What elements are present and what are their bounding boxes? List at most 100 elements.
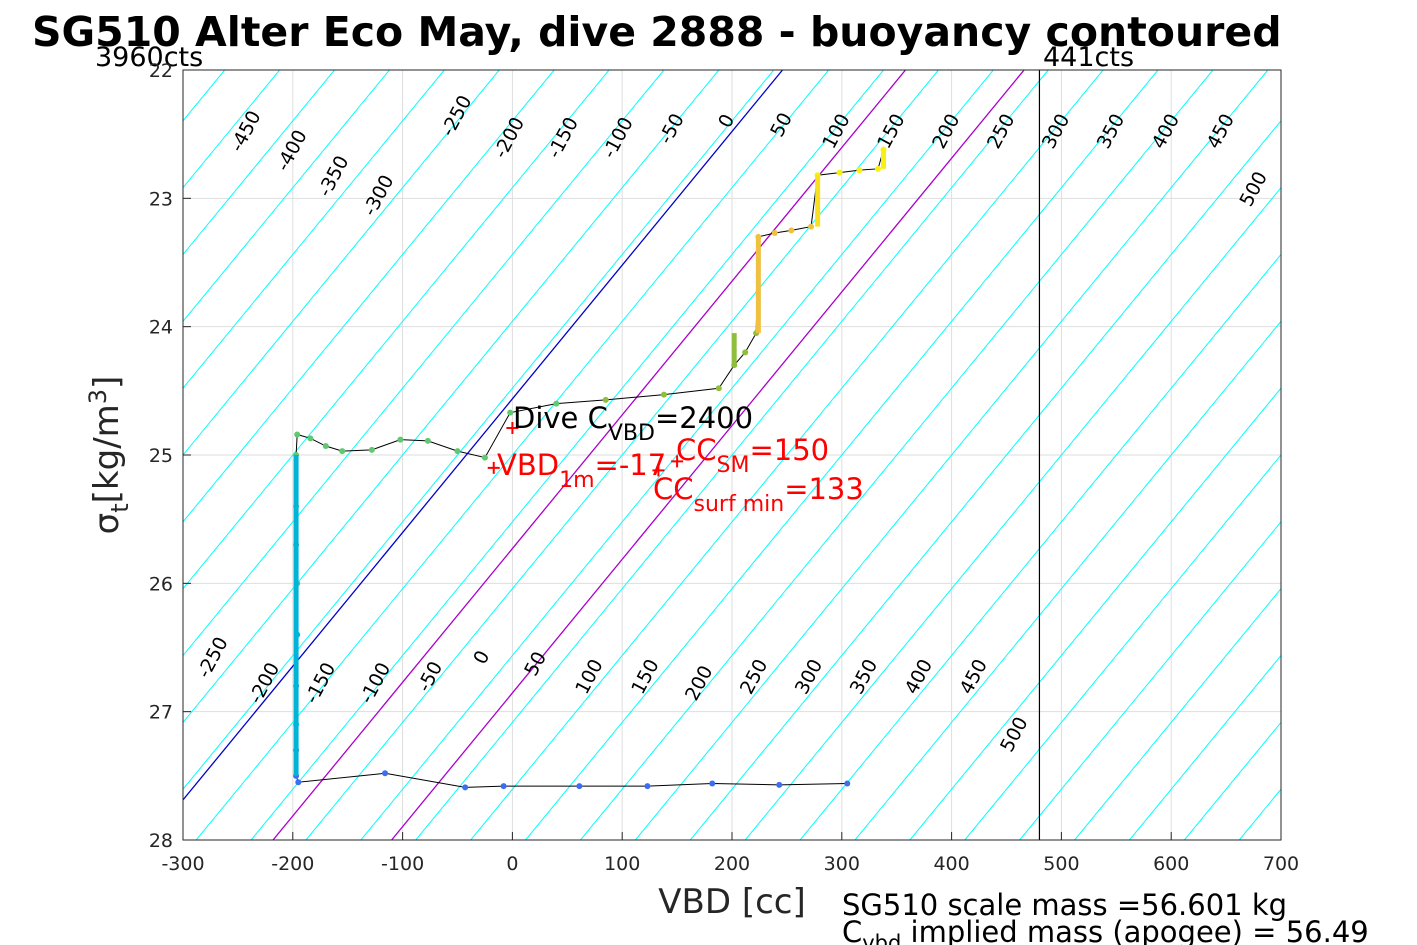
profile-point bbox=[500, 783, 507, 790]
y-axis-label-sub: t bbox=[106, 503, 134, 512]
cc-surf-min-value: =133 bbox=[784, 472, 864, 506]
svg-text:CCsurf min=133: CCsurf min=133 bbox=[653, 472, 864, 517]
y-tick-label: 27 bbox=[149, 702, 173, 724]
contour-line bbox=[525, 70, 1159, 840]
profile-point bbox=[397, 436, 404, 443]
y-axis-label: σt[kg/m3] bbox=[84, 376, 134, 535]
y-axis-label-unit: [kg/m bbox=[87, 404, 127, 503]
profile-point bbox=[307, 435, 314, 442]
x-axis-ticks: -300 -200 -100 0 100 200 300 400 500 600 700 bbox=[161, 832, 1299, 875]
vbd-marker bbox=[506, 422, 519, 435]
contour-line bbox=[195, 70, 830, 840]
profile-point bbox=[553, 400, 560, 407]
x-tick-label: 100 bbox=[604, 853, 640, 875]
contour-line bbox=[183, 70, 390, 323]
plot-area: -450 -400-350 -300-250 -200 -150 -100 -50 0 50 10… bbox=[0, 69, 1417, 841]
y-tick-label: 23 bbox=[149, 188, 173, 210]
annotation-cc-surf-min: CCsurf min=133 bbox=[653, 472, 864, 517]
profile-point bbox=[339, 448, 346, 455]
cc-sm-sub: SM bbox=[717, 453, 750, 478]
profile-point bbox=[424, 437, 431, 444]
counts-left: 3960cts bbox=[95, 42, 203, 73]
x-tick-label: 700 bbox=[1263, 853, 1299, 875]
vbd-1m-sub: 1m bbox=[559, 468, 594, 493]
contour-line bbox=[1404, 70, 1417, 840]
dive-profile bbox=[293, 146, 887, 791]
contour-sm-line bbox=[391, 70, 1025, 840]
dive-cvbd-value: =2400 bbox=[655, 401, 753, 435]
annotation-dive-cvbd: Dive CVBD=2400 bbox=[513, 401, 753, 446]
cc-sm-value: =150 bbox=[749, 433, 829, 467]
contour-line bbox=[799, 253, 1281, 840]
vbd-marker bbox=[671, 455, 684, 468]
footer-scale-mass: SG510 scale mass =56.601 kg bbox=[842, 888, 1287, 922]
contour-line bbox=[964, 454, 1281, 840]
profile-point bbox=[382, 770, 389, 777]
profile-point bbox=[660, 391, 667, 398]
contour-line bbox=[183, 70, 610, 590]
contour-zero-line bbox=[183, 70, 784, 801]
vbd-1m-value: =-17 bbox=[595, 448, 667, 482]
contour-line bbox=[0, 70, 60, 840]
annotation-vbd-1m: VBD1m=-17 bbox=[497, 448, 666, 493]
profile-point bbox=[507, 409, 514, 416]
x-tick-label: 300 bbox=[824, 853, 860, 875]
y-axis-ticks: 22 23 24 25 26 27 28 bbox=[149, 60, 191, 852]
contour-line bbox=[183, 70, 445, 389]
cc-surf-min-sub: surf min bbox=[694, 492, 785, 517]
buoyancy-contours bbox=[0, 70, 1417, 840]
y-tick-label: 26 bbox=[149, 573, 173, 595]
contour-line bbox=[470, 70, 1104, 840]
contour-surf-min-line bbox=[272, 70, 906, 840]
dive-cvbd-main: Dive C bbox=[513, 401, 608, 435]
vbd-markers bbox=[487, 422, 684, 477]
cc-sm-main: CC bbox=[676, 433, 717, 467]
contour-line bbox=[1129, 654, 1281, 840]
annotation-cc-sm: CCSM=150 bbox=[676, 433, 829, 478]
profile-point bbox=[644, 783, 651, 790]
contour-line bbox=[183, 70, 500, 456]
contour-line bbox=[1074, 587, 1281, 840]
y-tick-label: 25 bbox=[149, 445, 173, 467]
profile-point bbox=[808, 223, 815, 230]
profile-point bbox=[481, 454, 488, 461]
y-tick-label: 24 bbox=[149, 317, 173, 339]
profile-point bbox=[322, 443, 329, 450]
contour-line bbox=[183, 70, 775, 790]
x-tick-label: -300 bbox=[161, 853, 204, 875]
profile-point bbox=[776, 781, 783, 788]
contour-line bbox=[183, 70, 720, 724]
profile-point bbox=[368, 446, 375, 453]
footer-cvbd-sub: vbd bbox=[862, 931, 901, 945]
profile-point bbox=[856, 167, 863, 174]
contour-line bbox=[183, 70, 665, 657]
footer-cvbd-main: C bbox=[842, 915, 862, 945]
counts-right: 441cts bbox=[1043, 42, 1134, 73]
contour-line bbox=[1019, 521, 1281, 840]
contour-line bbox=[744, 186, 1281, 840]
profile-point bbox=[715, 385, 722, 392]
x-tick-label: 600 bbox=[1153, 853, 1189, 875]
profile-point bbox=[771, 229, 778, 236]
x-tick-label: -100 bbox=[381, 853, 424, 875]
contour-line bbox=[305, 70, 939, 840]
x-tick-label: -200 bbox=[271, 853, 314, 875]
vbd-marker bbox=[487, 461, 500, 474]
cc-surf-min-main: CC bbox=[653, 472, 694, 506]
contour-line bbox=[183, 70, 555, 523]
contour-line bbox=[909, 387, 1281, 840]
y-axis-label-unit-close: ] bbox=[87, 376, 127, 389]
contour-line bbox=[1349, 70, 1417, 840]
x-tick-label: 0 bbox=[506, 853, 518, 875]
profile-point bbox=[294, 431, 301, 438]
contour-line bbox=[415, 70, 1049, 840]
contour-line bbox=[250, 70, 884, 840]
profile-point bbox=[788, 227, 795, 234]
y-axis-label-symbol: σ bbox=[87, 513, 127, 535]
profile-point bbox=[576, 783, 583, 790]
contour-line bbox=[1294, 70, 1417, 840]
profile-point bbox=[602, 396, 609, 403]
x-axis-label: VBD [cc] bbox=[658, 882, 806, 922]
footer-cvbd-rest: implied mass (apogee) = 56.49 bbox=[901, 915, 1368, 945]
